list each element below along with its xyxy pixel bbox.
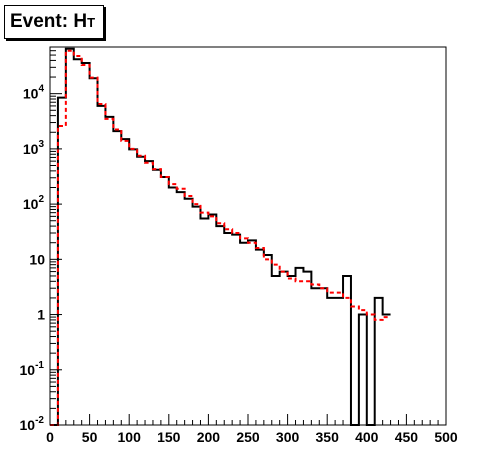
x-tick-label: 0 — [46, 429, 54, 445]
x-tick-label: 500 — [434, 429, 458, 445]
y-axis: 10-2 10-1 1 10 102 103 104 — [20, 46, 62, 433]
y-tick-label: 103 — [23, 139, 45, 157]
x-tick-label: 50 — [82, 429, 98, 445]
x-tick-label: 300 — [276, 429, 300, 445]
y-tick-label: 10-1 — [20, 360, 45, 378]
x-tick-label: 450 — [395, 429, 419, 445]
y-tick-label: 102 — [23, 194, 45, 212]
x-tick-label: 100 — [118, 429, 142, 445]
x-tick-label: 250 — [236, 429, 260, 445]
x-tick-label: 200 — [197, 429, 221, 445]
x-axis: 0 50 100 150 200 250 300 350 400 450 500 — [46, 414, 458, 445]
title-subscript: T — [87, 14, 96, 30]
title-text: Event: H — [10, 11, 88, 32]
y-tick-label: 1 — [37, 307, 45, 323]
y-tick-label: 10-2 — [20, 415, 45, 433]
y-tick-label: 10 — [29, 251, 45, 267]
series-layer — [50, 47, 391, 426]
series-data-histogram — [50, 47, 391, 426]
x-tick-label: 350 — [316, 429, 340, 445]
y-tick-label: 104 — [23, 84, 45, 102]
x-tick-label: 400 — [355, 429, 379, 445]
series-mc-histogram — [50, 49, 391, 426]
plot-frame — [49, 46, 447, 426]
x-tick-label: 150 — [157, 429, 181, 445]
